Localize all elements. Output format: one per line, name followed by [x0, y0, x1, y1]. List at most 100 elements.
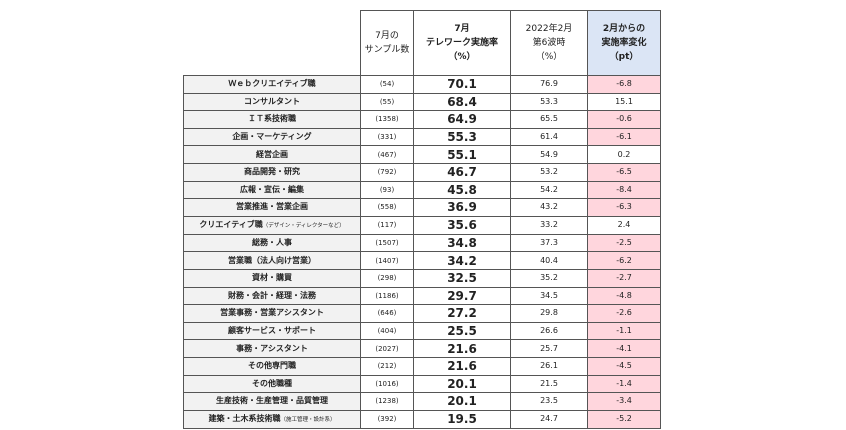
- change-cell: -3.4: [587, 392, 661, 411]
- sample-cell: (117): [360, 215, 414, 235]
- row-name: 商品開発・研究: [183, 162, 361, 182]
- table-row: ＩＴ系技術職 (1358) 64.9 65.5 -0.6: [183, 110, 661, 129]
- sample-cell: (1016): [360, 374, 414, 394]
- sample-cell: (467): [360, 145, 414, 164]
- july-cell: 25.5: [413, 321, 511, 341]
- change-cell: -2.6: [587, 304, 661, 323]
- change-cell: -6.5: [587, 162, 661, 182]
- name-text: 建築・土木系技術職: [208, 413, 281, 423]
- july-cell: 46.7: [413, 162, 511, 182]
- header-line: 第6波時: [532, 38, 566, 48]
- sample-cell: (54): [360, 75, 414, 94]
- name-text: 顧客サービス・サポート: [228, 326, 316, 336]
- table-row: 商品開発・研究 (792) 46.7 53.2 -6.5: [183, 162, 661, 182]
- feb-cell: 34.5: [510, 286, 588, 306]
- change-cell: -4.1: [587, 339, 661, 358]
- table-row: コンサルタント (55) 68.4 53.3 15.1: [183, 92, 661, 112]
- table-row: 生産技術・生産管理・品質管理 (1238) 20.1 23.5 -3.4: [183, 392, 661, 411]
- table-body: Ｗｅｂクリエイティブ職 (54) 70.1 76.9 -6.8 コンサルタント (55) 68…: [183, 75, 661, 429]
- sample-cell: (646): [360, 304, 414, 323]
- header-line: 7月の: [375, 31, 399, 41]
- name-note: （デザイン・ディレクターなど）: [262, 222, 345, 229]
- table-row: Ｗｅｂクリエイティブ職 (54) 70.1 76.9 -6.8: [183, 75, 661, 94]
- change-cell: -2.5: [587, 233, 661, 253]
- change-header: 2月からの 実施率変化 （pt）: [587, 10, 661, 76]
- feb-cell: 43.2: [510, 198, 588, 217]
- table-row: クリエイティブ職（デザイン・ディレクターなど） (117) 35.6 33.2 2.4: [183, 215, 661, 235]
- name-text: ＩＴ系技術職: [248, 114, 296, 124]
- july-cell: 70.1: [413, 75, 511, 94]
- telework-table: 7月の サンプル数 7月 テレワーク実施率 （%） 2022年2月 第6波時 （%） 2月からの…: [183, 10, 661, 429]
- change-cell: 15.1: [587, 92, 661, 112]
- name-text: 資材・購買: [252, 273, 292, 283]
- feb-cell: 23.5: [510, 392, 588, 411]
- july-cell: 27.2: [413, 304, 511, 323]
- table-row: 財務・会計・経理・法務 (1186) 29.7 34.5 -4.8: [183, 286, 661, 306]
- name-text: Ｗｅｂクリエイティブ職: [228, 79, 316, 89]
- header-line: （%）: [535, 52, 563, 62]
- july-cell: 64.9: [413, 110, 511, 129]
- name-text: 広報・宣伝・編集: [240, 184, 304, 194]
- july-cell: 19.5: [413, 409, 511, 429]
- feb-cell: 26.1: [510, 356, 588, 376]
- feb-cell: 65.5: [510, 110, 588, 129]
- change-cell: -1.1: [587, 321, 661, 341]
- name-text: 総務・人事: [252, 238, 292, 248]
- name-text: 生産技術・生産管理・品質管理: [216, 396, 328, 406]
- change-cell: -1.4: [587, 374, 661, 394]
- table-row: 経営企画 (467) 55.1 54.9 0.2: [183, 145, 661, 164]
- feb-cell: 53.2: [510, 162, 588, 182]
- sample-cell: (392): [360, 409, 414, 429]
- feb-cell: 24.7: [510, 409, 588, 429]
- name-text: コンサルタント: [244, 96, 300, 106]
- feb-header: 2022年2月 第6波時 （%）: [510, 10, 588, 76]
- row-name: 資材・購買: [183, 268, 361, 288]
- header-line: テレワーク実施率: [425, 38, 498, 48]
- july-cell: 21.6: [413, 339, 511, 358]
- sample-cell: (1358): [360, 110, 414, 129]
- july-cell: 29.7: [413, 286, 511, 306]
- name-text: 事務・アシスタント: [236, 343, 308, 353]
- july-cell: 20.1: [413, 392, 511, 411]
- july-cell: 36.9: [413, 198, 511, 217]
- feb-cell: 33.2: [510, 215, 588, 235]
- feb-cell: 40.4: [510, 251, 588, 270]
- sample-cell: (93): [360, 180, 414, 200]
- header-line: （pt）: [609, 52, 639, 62]
- change-cell: -6.2: [587, 251, 661, 270]
- header-line: （%）: [448, 52, 476, 62]
- table-row: 営業事務・営業アシスタント (646) 27.2 29.8 -2.6: [183, 304, 661, 323]
- sample-cell: (1507): [360, 233, 414, 253]
- table-row: 建築・土木系技術職（施工管理・設計系） (392) 19.5 24.7 -5.2: [183, 409, 661, 429]
- feb-cell: 35.2: [510, 268, 588, 288]
- name-text: 企画・マーケティング: [232, 132, 312, 142]
- name-text: 経営企画: [256, 149, 288, 159]
- feb-cell: 21.5: [510, 374, 588, 394]
- feb-cell: 76.9: [510, 75, 588, 94]
- sample-cell: (298): [360, 268, 414, 288]
- feb-cell: 53.3: [510, 92, 588, 112]
- sample-cell: (2027): [360, 339, 414, 358]
- change-cell: -4.8: [587, 286, 661, 306]
- name-text: その他専門職: [248, 361, 296, 371]
- sample-cell: (1407): [360, 251, 414, 270]
- feb-cell: 25.7: [510, 339, 588, 358]
- name-text: 商品開発・研究: [244, 167, 300, 177]
- row-name: 営業事務・営業アシスタント: [183, 304, 361, 323]
- july-cell: 55.3: [413, 127, 511, 147]
- change-cell: -2.7: [587, 268, 661, 288]
- sample-cell: (1186): [360, 286, 414, 306]
- header-line: 7月: [454, 24, 470, 34]
- sample-cell: (331): [360, 127, 414, 147]
- feb-cell: 61.4: [510, 127, 588, 147]
- table-row: 企画・マーケティング (331) 55.3 61.4 -6.1: [183, 127, 661, 147]
- table-row: 広報・宣伝・編集 (93) 45.8 54.2 -8.4: [183, 180, 661, 200]
- name-text: 財務・会計・経理・法務: [228, 290, 316, 300]
- name-text: 営業事務・営業アシスタント: [220, 308, 324, 318]
- july-cell: 21.6: [413, 356, 511, 376]
- row-name: 財務・会計・経理・法務: [183, 286, 361, 306]
- feb-cell: 26.6: [510, 321, 588, 341]
- feb-cell: 37.3: [510, 233, 588, 253]
- row-name: 建築・土木系技術職（施工管理・設計系）: [183, 409, 361, 429]
